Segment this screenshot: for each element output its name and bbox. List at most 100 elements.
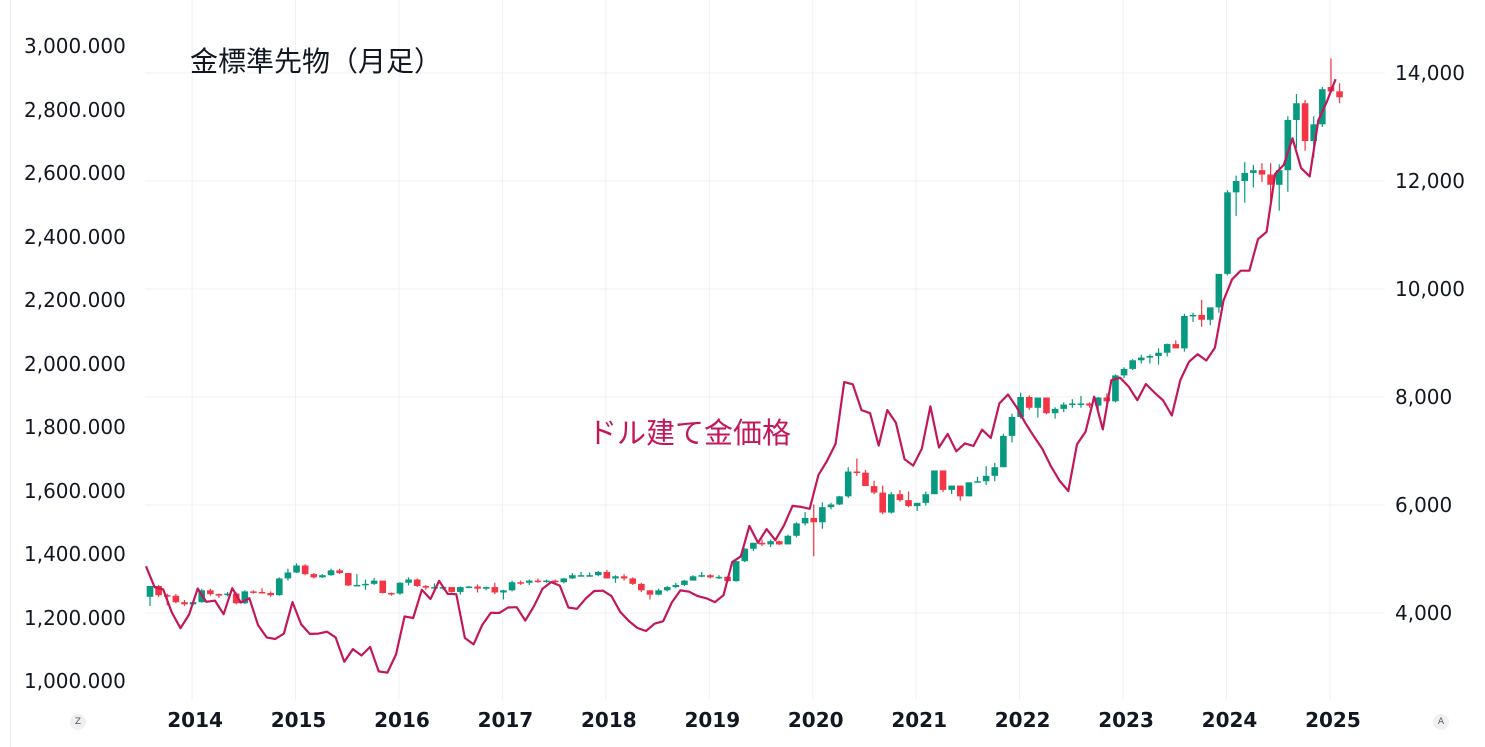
candle-body [569,575,576,579]
time-axis-tick-label: 2018 [581,708,637,732]
usd-gold-line-label: ドル建て金価格 [588,416,792,450]
candle-body [388,593,395,595]
candle-body [448,587,455,592]
left-axis-tick-label: 3,000.000 [24,34,126,58]
candle-body [207,590,214,595]
candle-body [1112,375,1119,402]
candle-body [396,582,404,594]
candle-body [560,578,568,583]
candle-body [1258,170,1266,175]
left-axis-tick-label: 2,000.000 [24,351,126,376]
candle-body [1094,397,1102,406]
left-axis-tick-label: 2,800.000 [24,97,126,122]
candle-body [474,586,481,589]
candle-body [1181,316,1188,349]
candle-body [1310,124,1317,142]
candle-body [413,579,421,586]
candle-body [224,593,231,596]
candle-body [819,507,826,523]
candle-body [1008,416,1016,436]
candle-body [422,586,430,588]
usd-gold-price-line [144,78,1337,674]
candle-body [620,576,628,579]
candle-body [913,502,921,507]
candle-body [1284,119,1292,171]
candle-body [1163,344,1171,353]
candle-body [1086,403,1093,406]
candle-body [1293,103,1300,120]
candle-body [896,494,904,501]
candle-body [750,542,757,549]
candle-body [250,591,257,593]
left-axis-tick-label: 1,200.000 [24,605,126,630]
candle-body [457,587,464,592]
candle-body [1155,352,1162,356]
candle-body [870,486,878,493]
candle-body [707,575,714,578]
candle-body [1215,273,1223,308]
candle-body [836,496,843,505]
candle-body [344,573,352,586]
candle-body [1241,172,1249,181]
chart-title: 金標準先物（月足） [190,45,443,78]
right-axis-tick-label: 4,000 [1395,601,1453,625]
candle-body [1120,368,1128,376]
candle-body [1250,170,1257,173]
candle-body [1000,435,1007,468]
time-axis-tick-label: 2017 [477,708,534,732]
candle-body [310,574,318,578]
candle-body [1034,397,1042,408]
right-axis-tick-label: 14,000 [1395,61,1465,85]
left-axis-tick-label: 2,600.000 [24,161,126,185]
candle-body [1077,403,1085,405]
candle-body [767,541,774,545]
candle-body [612,576,619,579]
right-axis-tick-label: 8,000 [1395,385,1453,409]
candle-body [974,481,981,483]
right-scale-button[interactable]: A [1433,714,1449,730]
candle-body [215,594,223,596]
candle-body [1017,397,1024,417]
left-axis-tick-label: 2,200.000 [24,288,126,312]
candle-body [939,470,947,490]
time-axis-tick-label: 2022 [994,708,1051,732]
candle-body [1129,360,1136,369]
candle-body [500,590,507,593]
time-axis-tick-label: 2016 [374,708,430,732]
candle-body [758,542,766,545]
candle-body [681,580,688,585]
candle-body [965,482,973,497]
candle-body [379,580,387,594]
candle-body [956,485,964,497]
candle-body [931,470,938,495]
candle-body [551,580,559,583]
candle-body [543,580,550,583]
candle-body [698,575,705,577]
candle-body [172,595,180,603]
time-axis-tick-label: 2023 [1098,708,1154,732]
candle-body [1336,91,1343,98]
candle-body [1232,181,1240,193]
right-axis-tick-label: 6,000 [1395,493,1453,517]
candle-body [793,523,800,536]
candle-body [689,576,697,581]
right-axis-tick-label: 10,000 [1395,277,1465,301]
candle-body [241,591,249,604]
left-scale-button[interactable]: Z [70,714,86,730]
candle-body [638,583,645,591]
time-axis-tick-label: 2019 [684,708,741,732]
candle-body [163,595,171,597]
time-axis-tick-label: 2014 [167,708,223,732]
left-axis-tick-label: 1,000.000 [24,669,126,693]
candle-body [232,593,240,604]
time-axis-tick-label: 2024 [1201,708,1258,732]
candle-body [431,587,438,589]
candle-body [905,500,912,507]
candle-body [1301,103,1309,142]
candle-body [482,587,490,589]
left-border [10,0,11,747]
candle-body [465,586,473,589]
candle-body [586,575,593,577]
